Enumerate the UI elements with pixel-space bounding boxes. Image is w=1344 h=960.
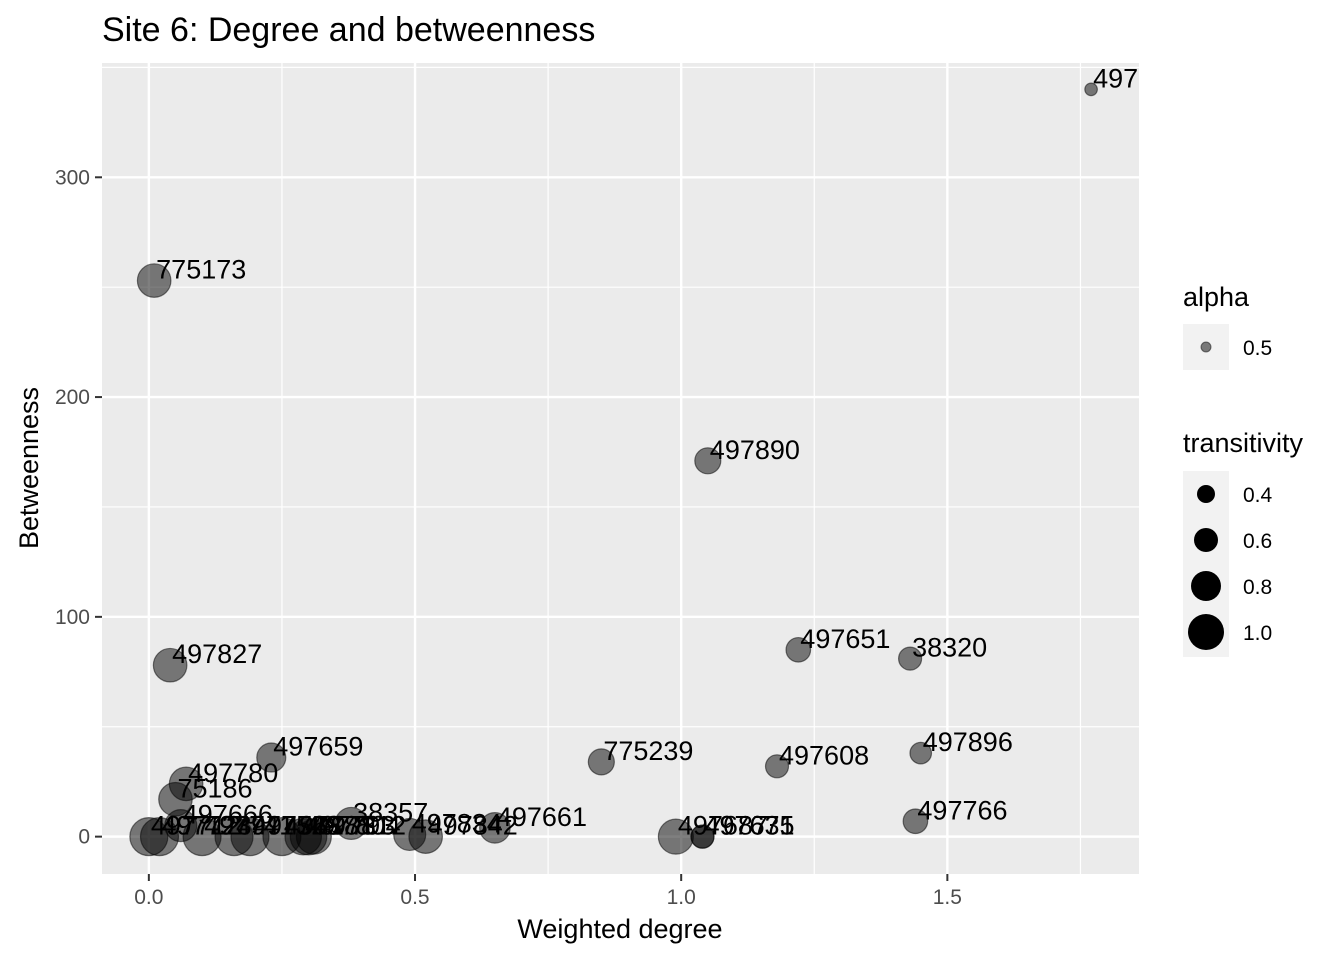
legend-alpha-symbol: [1200, 341, 1212, 353]
data-point: [408, 819, 444, 854]
data-point-label: 497608: [779, 740, 869, 770]
data-point: [139, 817, 180, 857]
data-point: [152, 647, 188, 683]
data-point-label: 497651: [800, 624, 890, 654]
data-point-label: 497666: [183, 800, 273, 830]
legend-alpha-title: alpha: [1183, 282, 1250, 312]
data-point-label: 497781: [284, 811, 374, 841]
data-point-label: 497687: [678, 811, 768, 841]
data-point-label: 497827: [172, 639, 262, 669]
data-point-label: 497780: [188, 758, 278, 788]
legend: alpha 0.5 transitivity 0.4 0.6 0.8 1.0: [1183, 282, 1304, 657]
data-points: [129, 82, 1098, 857]
legend-size-symbol: [1197, 485, 1215, 503]
legend-size-label: 1.0: [1243, 622, 1272, 645]
data-point: [1084, 82, 1098, 97]
data-point-label: 497661: [497, 802, 587, 832]
legend-transitivity-title: transitivity: [1183, 428, 1304, 458]
data-point-label: 775173: [156, 255, 246, 285]
legend-size-symbol: [1191, 571, 1221, 601]
data-point-label: 497804: [311, 811, 401, 841]
data-point-label: 497768: [252, 811, 342, 841]
legend-size-symbol: [1188, 614, 1224, 650]
legend-size-label: 0.6: [1243, 530, 1272, 553]
data-point-label: 497631: [704, 811, 794, 841]
x-tick-label: 0.0: [134, 886, 163, 909]
data-point-label: 497793: [305, 811, 395, 841]
x-tick-label: 0.5: [400, 886, 429, 909]
y-axis-title: Betweenness: [14, 387, 44, 549]
data-point-label: 497752: [236, 811, 326, 841]
data-point: [256, 742, 287, 773]
data-point-label: 497812: [316, 811, 406, 841]
data-point-label: 38357: [353, 797, 428, 827]
data-point-label: 775239: [603, 736, 693, 766]
data-point: [136, 263, 172, 298]
y-tick-label: 0: [78, 826, 90, 849]
data-point-label: 497834: [412, 808, 502, 838]
x-tick-label: 1.0: [667, 886, 696, 909]
data-point: [785, 636, 812, 663]
data-point-label: 497659: [273, 732, 363, 762]
y-tick-label: 300: [55, 166, 90, 189]
data-point: [690, 824, 715, 849]
data-point: [295, 818, 332, 855]
legend-size-label: 0.8: [1243, 576, 1272, 599]
grid-lines: [102, 63, 1139, 874]
data-labels: 775173 497890 497651 38320 497827 497659 49789…: [151, 63, 1138, 840]
y-tick-label: 100: [55, 606, 90, 629]
data-point-label: 497890: [710, 435, 800, 465]
data-point-label: 38320: [912, 633, 987, 663]
legend-transitivity-items: 0.4 0.6 0.8 1.0: [1188, 484, 1273, 650]
x-axis: 0.0 0.5 1.0 1.5: [134, 874, 962, 909]
data-point: [587, 748, 615, 776]
data-point-label: 497896: [923, 727, 1013, 757]
x-tick-label: 1.5: [933, 886, 962, 909]
data-point-label: 497675: [704, 811, 794, 841]
legend-size-symbol: [1194, 528, 1218, 552]
data-point: [897, 646, 923, 671]
data-point: [764, 754, 790, 779]
data-point-label: 497741: [204, 811, 294, 841]
data-point-label: 497842: [428, 811, 518, 841]
y-tick-label: 200: [55, 386, 90, 409]
data-point-label: 497766: [917, 795, 1007, 825]
x-axis-title: Weighted degree: [517, 914, 722, 944]
data-point: [479, 811, 511, 844]
data-point-label: 497: [1093, 63, 1138, 93]
legend-alpha-label: 0.5: [1243, 337, 1272, 360]
plot-panel: 775173 497890 497651 38320 497827 497659 49789…: [102, 63, 1139, 874]
data-point: [334, 806, 368, 841]
legend-size-label: 0.4: [1243, 484, 1273, 507]
data-point: [902, 808, 929, 835]
data-point-label: 497723: [161, 811, 251, 841]
chart-title: Site 6: Degree and betweenness: [102, 11, 595, 49]
y-axis: 0 100 200 300: [55, 166, 102, 849]
data-point-label: 497712: [151, 811, 241, 841]
panel-background: [102, 63, 1139, 874]
data-point: [909, 741, 933, 765]
data-point-label: 75186: [177, 773, 252, 803]
data-point: [694, 447, 722, 475]
